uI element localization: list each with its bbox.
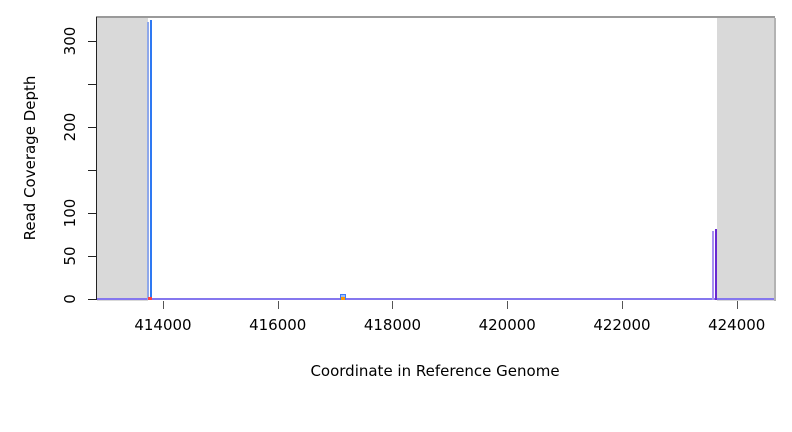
y-tick-label: 0 <box>61 294 79 304</box>
y-axis-line <box>96 17 97 300</box>
y-axis-tick <box>88 41 96 43</box>
shaded-region <box>97 18 149 301</box>
x-tick-label: 420000 <box>478 316 536 334</box>
x-axis-tick <box>507 301 509 309</box>
coverage-spike-bump <box>339 293 346 300</box>
coverage-spike-light <box>712 231 715 300</box>
x-axis-tick <box>621 301 623 309</box>
y-tick-label: 50 <box>61 246 79 266</box>
x-tick-label: 414000 <box>134 316 192 334</box>
y-axis-tick <box>88 299 96 300</box>
coverage-spike-light <box>147 21 150 300</box>
shaded-region <box>716 18 776 301</box>
y-axis-tick <box>88 84 96 86</box>
x-tick-label: 424000 <box>708 316 766 334</box>
y-tick-label: 300 <box>61 26 79 56</box>
x-axis-title: Coordinate in Reference Genome <box>310 362 560 380</box>
coverage-spike-main <box>715 229 718 300</box>
y-axis-tick <box>88 256 96 257</box>
x-tick-label: 422000 <box>593 316 651 334</box>
coverage-spike-base <box>340 297 345 300</box>
x-axis-tick <box>162 301 164 309</box>
coverage-spike-base <box>148 297 153 300</box>
plot-top-border <box>96 16 775 18</box>
coverage-spike-main <box>150 19 153 300</box>
x-tick-label: 418000 <box>363 316 422 334</box>
x-axis-tick <box>392 301 394 309</box>
y-axis-tick <box>88 213 96 215</box>
x-axis-tick <box>277 301 279 309</box>
x-tick-label: 416000 <box>249 316 307 334</box>
y-axis-tick <box>88 127 96 129</box>
y-tick-label: 100 <box>61 198 79 228</box>
y-tick-label: 200 <box>61 112 79 142</box>
coverage-baseline <box>97 298 774 300</box>
y-axis-tick <box>88 170 96 172</box>
legend: unique totalunique topunique bottomrepea… <box>0 395 792 425</box>
x-axis-tick <box>736 301 738 309</box>
